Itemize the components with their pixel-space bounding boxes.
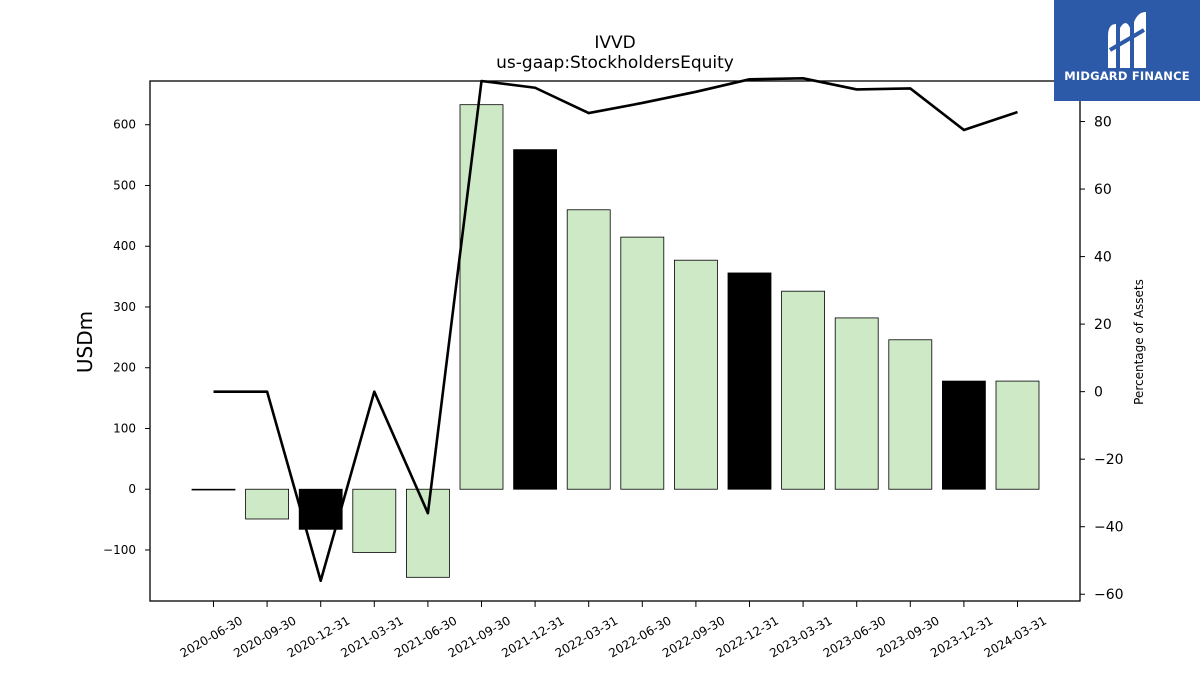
y-tick-label: 200 <box>113 361 136 375</box>
bar-2021-12-31 <box>513 149 557 490</box>
bar-2023-03-31 <box>781 290 825 490</box>
bar-2022-12-31 <box>727 272 772 490</box>
y2-tick-label: −20 <box>1094 452 1124 468</box>
y2-tick-label: −40 <box>1094 520 1124 536</box>
bar-series <box>191 104 1040 578</box>
pct-of-assets-line <box>213 76 1018 583</box>
bar-2024-03-31 <box>995 380 1040 490</box>
y-tick-label: 100 <box>113 421 136 435</box>
chart-title: IVVD <box>594 33 635 53</box>
y2-tick-label: 60 <box>1094 182 1112 198</box>
chart-subtitle: us-gaap:StockholdersEquity <box>496 53 734 73</box>
plot-frame <box>149 80 1081 602</box>
y-tick-label: 500 <box>113 178 136 192</box>
bar-2021-09-30 <box>459 104 504 490</box>
y-tick-label: −100 <box>103 543 136 557</box>
bar-2020-12-31 <box>298 488 343 530</box>
y2-axis-label: Percentage of Assets <box>1132 279 1146 405</box>
axes: −100 0 100 200 300 400 500 600 −60 −40 −20 0 20 40 60 8… <box>103 80 1124 660</box>
bar-2022-03-31 <box>566 209 611 490</box>
bar-2023-09-30 <box>888 339 933 490</box>
bar-2021-06-30 <box>405 488 450 578</box>
bar-2023-12-31 <box>942 380 986 490</box>
bar-2022-09-30 <box>674 259 718 490</box>
y2-tick-label: −60 <box>1094 587 1124 603</box>
bar-2020-09-30 <box>245 488 290 520</box>
brand-name: MIDGARD FINANCE <box>1064 69 1190 83</box>
y-axis-label: USDm <box>73 311 97 373</box>
y-tick-label: 300 <box>113 300 136 314</box>
y-tick-label: 600 <box>113 118 136 132</box>
y-tick-label: 400 <box>113 239 136 253</box>
y-tick-label: 0 <box>128 482 136 496</box>
bar-2020-06-30 <box>191 488 236 491</box>
bar-2021-03-31 <box>352 488 397 553</box>
bar-2023-06-30 <box>834 317 879 490</box>
y2-tick-label: 20 <box>1094 317 1112 333</box>
y2-tick-label: 0 <box>1094 385 1103 401</box>
brand-logo: MIDGARD FINANCE <box>1054 0 1200 101</box>
y2-tick-label: 40 <box>1094 250 1112 266</box>
stylized-m-logo-icon <box>1108 12 1146 68</box>
bar-2022-06-30 <box>620 236 665 490</box>
y2-tick-label: 80 <box>1094 115 1112 131</box>
line-series <box>213 76 1018 583</box>
